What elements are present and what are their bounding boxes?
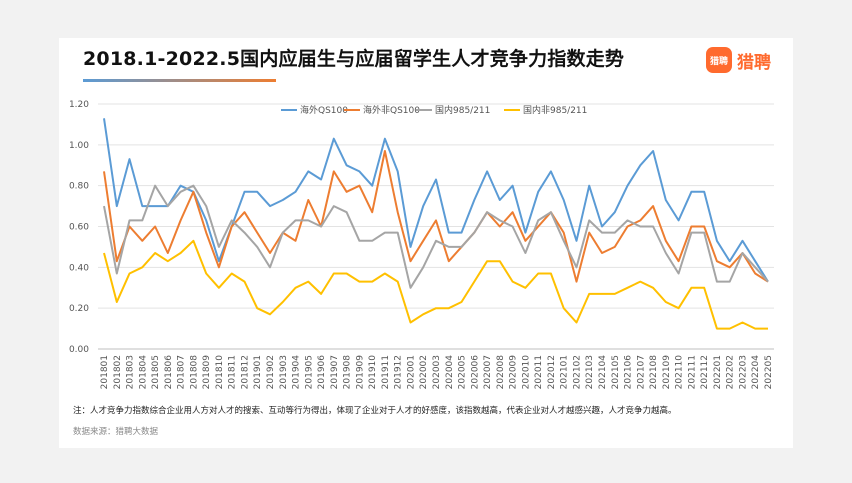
y-tick-label: 0.40: [69, 263, 89, 273]
legend: 海外QS100 海外非QS100 国内985/211 国内非985/211: [281, 104, 587, 116]
x-tick-label: 202008: [496, 355, 506, 390]
x-tick-label: 201902: [266, 355, 276, 389]
x-tick-label: 202004: [445, 355, 455, 390]
x-tick-label: 202105: [611, 355, 621, 389]
x-tick-label: 202102: [572, 355, 582, 389]
x-tick-label: 202108: [649, 355, 659, 390]
x-tick-label: 201909: [355, 355, 365, 390]
x-tick-label: 202007: [483, 355, 493, 389]
x-tick-label: 201911: [381, 355, 391, 389]
x-tick-label: 201912: [394, 355, 404, 389]
series-line-1: [103, 150, 769, 283]
x-tick-label: 202011: [534, 355, 544, 389]
x-tick-label: 201908: [343, 355, 353, 390]
x-tick-label: 201801: [100, 355, 110, 389]
y-tick-label: 0.20: [69, 304, 89, 314]
x-tick-label: 202104: [598, 355, 608, 390]
x-tick-label: 202107: [636, 355, 646, 389]
y-tick-label: 0.00: [69, 345, 89, 355]
x-tick-label: 201804: [138, 355, 148, 390]
legend-label: 国内非985/211: [523, 104, 587, 116]
x-tick-label: 201807: [177, 355, 187, 389]
x-tick-label: 202009: [509, 355, 519, 390]
x-tick-label: 201805: [151, 355, 161, 389]
y-tick-label: 0.60: [69, 223, 89, 233]
x-tick-label: 202001: [406, 355, 416, 389]
x-tick-label: 201809: [202, 355, 212, 390]
x-tick-label: 202106: [624, 355, 634, 390]
x-tick-label: 201802: [113, 355, 123, 389]
x-tick-label: 202201: [713, 355, 723, 389]
x-tick-label: 201803: [126, 355, 136, 389]
x-tick-label: 202109: [662, 355, 672, 390]
x-tick-label: 202203: [738, 355, 748, 389]
x-tick-label: 201808: [189, 355, 199, 390]
brand-logo: 猎聘 猎聘: [706, 47, 771, 73]
chart-title: 2018.1-2022.5国内应届生与应届留学生人才竞争力指数走势: [83, 48, 625, 70]
y-tick-label: 1.20: [69, 100, 89, 110]
x-tick-label: 202010: [521, 355, 531, 390]
series-line-2: [103, 184, 769, 289]
x-tick-label: 201806: [164, 355, 174, 390]
x-tick-label: 202002: [419, 355, 429, 389]
x-tick-label: 202012: [547, 355, 557, 389]
y-tick-label: 1.00: [69, 141, 89, 151]
chart-card: [59, 38, 793, 448]
legend-label: 国内985/211: [435, 104, 490, 116]
data-source: 数据来源：猎聘大数据: [73, 427, 159, 437]
x-tick-label: 202003: [432, 355, 442, 389]
x-tick-label: 201903: [279, 355, 289, 389]
brand-name: 猎聘: [737, 52, 771, 73]
x-tick-label: 202101: [560, 355, 570, 389]
x-tick-label: 202112: [700, 355, 710, 389]
x-tick-label: 201810: [215, 355, 225, 390]
y-axis-ticks: 0.00 0.20 0.40 0.60 0.80 1.00 1.20: [69, 100, 89, 355]
x-tick-label: 202006: [470, 355, 480, 390]
x-tick-label: 202111: [687, 355, 697, 389]
x-tick-label: 202202: [726, 355, 736, 389]
x-tick-label: 202204: [751, 355, 761, 390]
x-tick-label: 201910: [368, 355, 378, 390]
legend-label: 海外QS100: [300, 104, 348, 116]
series-line-0: [103, 118, 769, 283]
series-line-3: [103, 239, 768, 330]
series-lines: [103, 118, 769, 330]
x-tick-label: 201906: [317, 355, 327, 390]
brand-logo-icon: 猎聘: [706, 47, 732, 73]
x-tick-label: 202110: [675, 355, 685, 390]
x-tick-label: 201901: [253, 355, 263, 389]
footnote: 注：人才竞争力指数综合企业用人方对人才的搜索、互动等行为得出，体现了企业对于人才…: [73, 406, 677, 416]
x-tick-label: 202005: [458, 355, 468, 389]
y-tick-label: 0.80: [69, 182, 89, 192]
x-tick-label: 201907: [330, 355, 340, 389]
x-tick-label: 201904: [292, 355, 302, 390]
grid-lines: [98, 103, 774, 350]
x-tick-label: 201905: [304, 355, 314, 389]
x-tick-label: 202205: [764, 355, 774, 389]
legend-label: 海外非QS100: [363, 104, 420, 116]
title-underline: [83, 79, 276, 82]
x-tick-label: 202103: [585, 355, 595, 389]
x-tick-label: 201811: [228, 355, 238, 389]
x-axis-ticks: 201801 201802 201803 201804 201805 201806 2018…: [100, 355, 774, 390]
x-tick-label: 201812: [240, 355, 250, 389]
